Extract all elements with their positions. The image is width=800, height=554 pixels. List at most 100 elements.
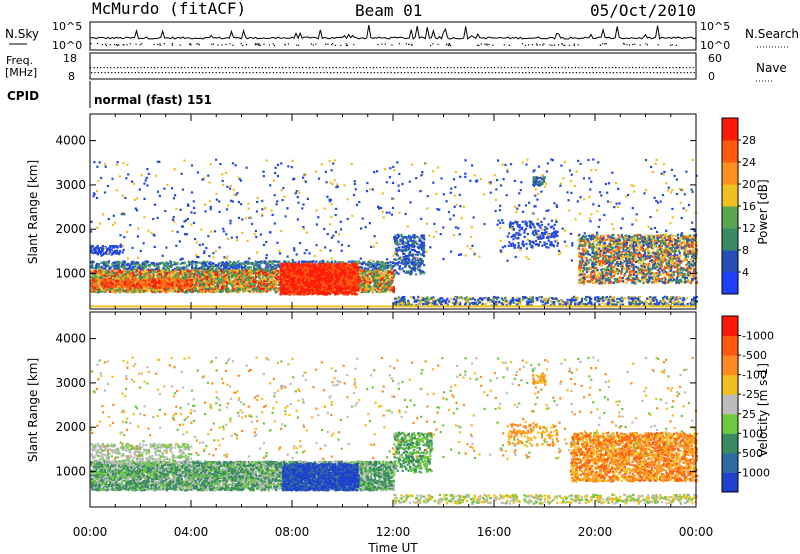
- range-gate-cell: [196, 267, 199, 270]
- range-gate-cell: [156, 290, 159, 293]
- range-gate-cell: [248, 290, 251, 293]
- range-gate-cell: [358, 287, 361, 291]
- range-gate-cell: [386, 282, 389, 285]
- range-gate-cell: [389, 264, 392, 267]
- range-gate-cell: [267, 272, 270, 275]
- noise-search-dot: [604, 43, 606, 45]
- range-gate-cell: [241, 276, 244, 279]
- range-gate-cell: [369, 276, 372, 279]
- range-gate-cell: [146, 290, 149, 293]
- nave-dot: [544, 67, 546, 69]
- nave-dot: [605, 67, 607, 69]
- range-gate-cell: [378, 281, 381, 284]
- freq-dot: [276, 72, 278, 74]
- range-gate-cell: [115, 260, 118, 263]
- freq-dot: [333, 72, 335, 74]
- freq-dot: [97, 72, 99, 74]
- range-gate-cell: [215, 279, 218, 283]
- range-gate-cell: [385, 288, 388, 291]
- freq-dot: [626, 72, 628, 74]
- range-gate-cell: [135, 267, 138, 271]
- range-gate-cell: [162, 271, 165, 274]
- range-gate-cell: [183, 291, 186, 294]
- range-gate-cell: [381, 282, 384, 285]
- nave-dot: [541, 67, 543, 69]
- range-gate-cell: [205, 271, 208, 274]
- freq-panel: Freq. [MHz] 18 8 60 0 Nave: [5, 52, 787, 83]
- range-gate-cell: [183, 261, 186, 264]
- range-gate-cell: [258, 281, 262, 285]
- range-gate-cell: [227, 287, 230, 290]
- range-gate-cell: [184, 273, 187, 276]
- range-gate-cell: [210, 278, 213, 281]
- range-gate-cell: [113, 269, 116, 272]
- noise-search-dot: [563, 44, 565, 47]
- nave-dot: [288, 67, 290, 69]
- freq-dot: [653, 72, 655, 74]
- nave-dot: [335, 67, 337, 69]
- noise-search-dot: [171, 43, 174, 45]
- range-gate-cell: [314, 263, 318, 266]
- range-gate-cell: [232, 288, 235, 291]
- noise-search-dot: [377, 43, 379, 46]
- range-gate-cell: [97, 263, 100, 266]
- range-gate-cell: [278, 287, 281, 290]
- freq-dot: [94, 72, 96, 74]
- range-gate-cell: [367, 290, 370, 293]
- range-gate-cell: [236, 276, 239, 279]
- range-gate-cell: [154, 264, 158, 268]
- range-gate-cell: [381, 286, 384, 289]
- range-gate-cell: [354, 260, 357, 263]
- range-gate-cell: [360, 283, 363, 286]
- range-gate-cell: [177, 266, 180, 270]
- range-gate-cell: [125, 273, 128, 276]
- freq-dot: [218, 72, 221, 74]
- range-gate-cell: [376, 281, 380, 284]
- range-gate-cell: [195, 281, 198, 284]
- range-gate-cell: [153, 291, 157, 294]
- nave-dot: [204, 67, 206, 69]
- range-gate-cell: [251, 269, 254, 272]
- range-gate-cell: [217, 269, 220, 272]
- range-gate-cell: [195, 282, 198, 285]
- range-gate-cell: [176, 288, 180, 291]
- freq-dot: [363, 72, 365, 74]
- freq-dot: [589, 72, 591, 74]
- range-gate-cell: [189, 290, 192, 293]
- range-gate-cell: [230, 263, 233, 267]
- noise-search-dot: [225, 43, 227, 46]
- noise-search-dot: [432, 43, 434, 45]
- range-gate-cell: [242, 288, 245, 291]
- range-gate-cell: [247, 260, 250, 263]
- freq-dot: [205, 72, 207, 74]
- range-gate-cell: [241, 286, 245, 289]
- freq-dot: [367, 72, 369, 74]
- range-gate-cell: [382, 262, 385, 265]
- range-gate-cell: [196, 277, 199, 280]
- range-gate-cell: [360, 291, 363, 294]
- range-gate-cell: [256, 271, 259, 274]
- range-gate-cell: [237, 274, 240, 277]
- freq-dot: [252, 72, 254, 74]
- freq-dot: [397, 72, 399, 74]
- range-gate-cell: [383, 275, 386, 279]
- noise-search-dot: [542, 44, 544, 46]
- freq-dot: [501, 72, 503, 74]
- freq-dot: [495, 72, 497, 74]
- range-gate-cell: [179, 266, 182, 269]
- noise-search-dot: [478, 44, 480, 47]
- nave-dot: [140, 67, 142, 69]
- range-gate-cell: [120, 261, 123, 264]
- range-gate-cell: [200, 278, 203, 281]
- range-gate-cell: [362, 269, 365, 272]
- range-gate-cell: [189, 274, 192, 277]
- range-gate-cell: [386, 264, 389, 268]
- noise-search-dot: [232, 44, 234, 46]
- range-gate-cell: [122, 289, 125, 292]
- range-gate-cell: [186, 291, 189, 294]
- range-gate-cell: [369, 262, 372, 265]
- nave-dot: [238, 67, 240, 69]
- range-gate-cell: [135, 290, 138, 294]
- range-gate-cell: [266, 279, 269, 282]
- noise-search-dot: [411, 43, 413, 46]
